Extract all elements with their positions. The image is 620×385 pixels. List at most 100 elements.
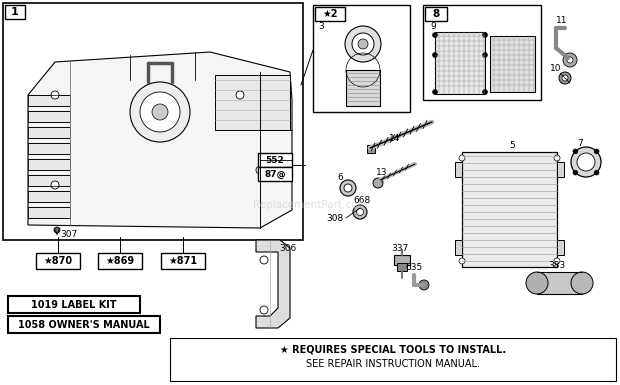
- Text: 9: 9: [430, 22, 436, 30]
- Bar: [28, 143, 70, 154]
- Circle shape: [594, 149, 599, 154]
- Text: SEE REPAIR INSTRUCTION MANUAL.: SEE REPAIR INSTRUCTION MANUAL.: [306, 359, 480, 369]
- Text: ReplacementPart.com: ReplacementPart.com: [253, 200, 367, 210]
- Circle shape: [562, 75, 568, 81]
- Bar: [315, 7, 345, 21]
- Bar: [425, 7, 447, 21]
- Text: 5: 5: [509, 141, 515, 149]
- Circle shape: [573, 149, 578, 154]
- Circle shape: [51, 91, 59, 99]
- Circle shape: [554, 258, 560, 264]
- Bar: [28, 191, 70, 202]
- Circle shape: [352, 33, 374, 55]
- Text: 11: 11: [556, 15, 568, 25]
- Bar: [8, 296, 140, 313]
- Circle shape: [573, 170, 578, 175]
- Circle shape: [433, 32, 438, 37]
- Bar: [313, 5, 410, 112]
- Bar: [28, 95, 70, 106]
- Text: ★2: ★2: [322, 9, 338, 19]
- Bar: [170, 338, 616, 381]
- Circle shape: [152, 104, 168, 120]
- Text: 635: 635: [405, 263, 423, 273]
- Circle shape: [433, 89, 438, 94]
- Text: ★871: ★871: [169, 256, 198, 266]
- Circle shape: [554, 155, 560, 161]
- Bar: [8, 316, 160, 333]
- Circle shape: [567, 57, 573, 63]
- Bar: [537, 272, 582, 294]
- Text: 337: 337: [391, 243, 409, 253]
- Text: 1019 LABEL KIT: 1019 LABEL KIT: [31, 300, 117, 310]
- Bar: [28, 127, 70, 138]
- Circle shape: [51, 181, 59, 189]
- Bar: [98, 253, 142, 269]
- Text: 13: 13: [376, 167, 388, 176]
- Text: 383: 383: [548, 261, 565, 270]
- Circle shape: [358, 39, 368, 49]
- Text: ★869: ★869: [105, 256, 135, 266]
- Circle shape: [482, 52, 487, 57]
- Circle shape: [433, 52, 438, 57]
- Circle shape: [559, 72, 571, 84]
- Circle shape: [482, 32, 487, 37]
- Circle shape: [353, 205, 367, 219]
- Circle shape: [256, 166, 264, 174]
- Circle shape: [459, 155, 465, 161]
- Text: 1: 1: [11, 7, 19, 17]
- Circle shape: [577, 153, 595, 171]
- Circle shape: [571, 147, 601, 177]
- Circle shape: [344, 184, 352, 192]
- Text: 1058 OWNER'S MANUAL: 1058 OWNER'S MANUAL: [18, 320, 150, 330]
- Text: 10: 10: [550, 64, 562, 72]
- Bar: [435, 32, 485, 94]
- Text: ★ REQUIRES SPECIAL TOOLS TO INSTALL.: ★ REQUIRES SPECIAL TOOLS TO INSTALL.: [280, 345, 506, 355]
- Circle shape: [571, 272, 593, 294]
- Circle shape: [373, 178, 383, 188]
- Text: 308: 308: [326, 214, 343, 223]
- Bar: [397, 263, 407, 271]
- Bar: [423, 5, 541, 100]
- Bar: [3, 3, 303, 240]
- Circle shape: [340, 180, 356, 196]
- Circle shape: [54, 227, 60, 233]
- Bar: [346, 70, 380, 106]
- Circle shape: [594, 170, 599, 175]
- Circle shape: [140, 92, 180, 132]
- Polygon shape: [28, 52, 292, 228]
- Circle shape: [526, 272, 548, 294]
- Bar: [367, 145, 375, 153]
- Bar: [394, 255, 410, 265]
- Text: 668: 668: [353, 196, 371, 204]
- Circle shape: [236, 91, 244, 99]
- Bar: [5, 5, 25, 19]
- Circle shape: [459, 258, 465, 264]
- Bar: [28, 111, 70, 122]
- Bar: [258, 167, 292, 181]
- Bar: [455, 162, 462, 177]
- Bar: [462, 152, 557, 267]
- Text: 307: 307: [60, 229, 78, 238]
- Text: 3: 3: [318, 22, 324, 30]
- Bar: [28, 175, 70, 186]
- Bar: [36, 253, 80, 269]
- Circle shape: [260, 306, 268, 314]
- Text: 7: 7: [577, 139, 583, 147]
- Circle shape: [482, 89, 487, 94]
- Circle shape: [356, 209, 363, 216]
- Text: ★870: ★870: [43, 256, 73, 266]
- Bar: [215, 75, 290, 130]
- Bar: [455, 240, 462, 255]
- Bar: [161, 253, 205, 269]
- Circle shape: [260, 256, 268, 264]
- Circle shape: [130, 82, 190, 142]
- Circle shape: [419, 280, 429, 290]
- Bar: [557, 240, 564, 255]
- Circle shape: [345, 26, 381, 62]
- Bar: [490, 36, 535, 92]
- Polygon shape: [256, 240, 290, 328]
- Text: 8: 8: [432, 9, 440, 19]
- Text: 87@: 87@: [264, 169, 286, 179]
- Circle shape: [563, 53, 577, 67]
- Text: 306: 306: [280, 243, 296, 253]
